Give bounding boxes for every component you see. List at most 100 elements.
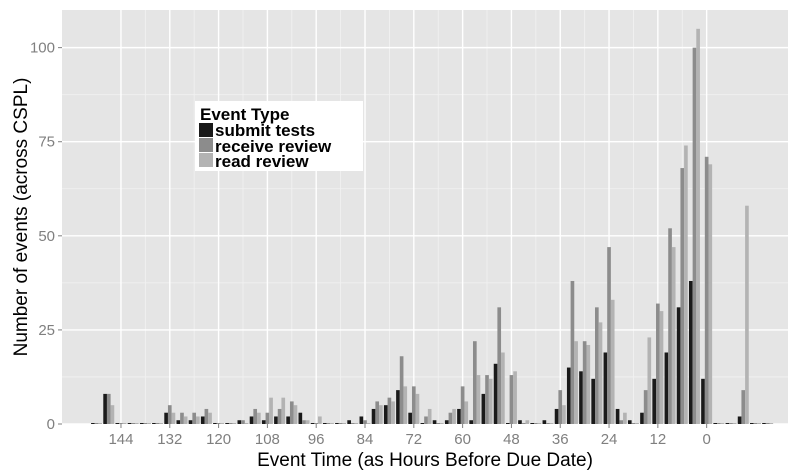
bar-read-review-129 (183, 416, 188, 424)
bar-receive-review--9 (741, 390, 746, 424)
bar-submit-tests-72 (408, 412, 412, 424)
bar-read-review-120 (220, 423, 225, 424)
bar-read-review-45 (525, 420, 530, 424)
bar-receive-review-150 (94, 423, 99, 424)
bar-submit-tests-144 (115, 423, 120, 424)
bar-submit-tests-81 (371, 408, 376, 424)
bar-submit-tests-114 (237, 420, 242, 424)
bar-receive-review-138 (143, 423, 148, 424)
bar-receive-review-114 (241, 420, 245, 424)
bar-submit-tests-15 (640, 412, 644, 424)
bar-receive-review-123 (204, 408, 209, 424)
bar-read-review-147 (110, 405, 115, 424)
bar-receive-review-3 (692, 47, 697, 425)
bar-submit-tests-45 (518, 420, 522, 424)
bar-read-review-102 (293, 405, 298, 424)
bar-receive-review-87 (350, 423, 355, 424)
bar-submit-tests-33 (566, 367, 571, 424)
bar-read-review-126 (196, 416, 200, 424)
bar-submit-tests--15 (762, 423, 766, 424)
bar-submit-tests--12 (749, 423, 754, 424)
legend-label-read-review: read review (215, 152, 309, 171)
bar-submit-tests-54 (481, 393, 486, 424)
bar-receive-review-33 (570, 280, 575, 424)
bar-read-review--9 (745, 205, 749, 424)
bar-receive-review-51 (497, 307, 502, 424)
legend-box (195, 101, 363, 171)
bar-read-review-39 (549, 423, 554, 424)
bar-read-review-96 (318, 416, 322, 424)
bar-submit-tests-123 (200, 416, 205, 424)
bar-read-review-78 (391, 401, 395, 424)
bar-read-review-9 (671, 247, 676, 424)
bar-submit-tests--3 (713, 423, 718, 424)
bar-receive-review-18 (631, 423, 636, 424)
bars (91, 28, 774, 425)
bar-submit-tests-126 (188, 420, 193, 424)
bar-receive-review-63 (448, 412, 453, 424)
bar-receive-review-132 (167, 405, 172, 424)
bar-read-review-108 (269, 397, 273, 424)
bar-read-review-18 (635, 423, 639, 424)
bar-read-review-117 (232, 423, 237, 424)
legend-label-submit-tests: submit tests (215, 121, 315, 140)
x-tick-label: 132 (157, 431, 182, 448)
y-tick-label: 75 (38, 134, 55, 151)
bar-submit-tests-99 (298, 412, 303, 424)
bar-submit-tests-129 (176, 420, 181, 424)
bar-read-review-51 (501, 352, 505, 424)
bar-submit-tests-3 (688, 280, 693, 424)
bar-receive-review-81 (375, 401, 380, 424)
y-tick-label: 100 (30, 40, 55, 57)
bar-read-review-75 (403, 386, 408, 424)
bar-submit-tests-51 (493, 363, 498, 424)
bar-submit-tests-93 (322, 423, 327, 424)
bar-submit-tests-6 (676, 307, 681, 424)
bar-read-review-48 (513, 371, 517, 424)
bar-receive-review-24 (607, 247, 611, 424)
y-tick-label: 0 (47, 416, 55, 433)
bar-read-review-36 (562, 405, 566, 424)
x-tick-label: 84 (357, 431, 374, 448)
bar-receive-review-27 (595, 307, 599, 424)
bar-read-review-15 (647, 337, 652, 424)
bar-receive-review-120 (216, 423, 221, 424)
x-axis-title: Event Time (as Hours Before Due Date) (257, 450, 593, 471)
bar-receive-review--6 (729, 423, 733, 424)
bar-submit-tests--6 (725, 423, 730, 424)
bar-receive-review-12 (656, 303, 660, 424)
bar-read-review--15 (769, 423, 774, 424)
bar-receive-review-72 (411, 386, 416, 424)
bar-receive-review-99 (302, 420, 306, 424)
bar-receive-review-126 (192, 412, 197, 424)
bar-read-review-84 (366, 423, 371, 424)
bar-submit-tests-135 (152, 423, 156, 424)
bar-submit-tests-21 (615, 408, 620, 424)
bar-submit-tests-9 (664, 352, 669, 424)
bar-submit-tests--9 (737, 416, 742, 424)
bar-submit-tests-24 (603, 352, 608, 424)
bar-receive-review-0 (704, 156, 709, 425)
bar-submit-tests-150 (91, 423, 95, 424)
bar-read-review-3 (696, 28, 700, 425)
bar-submit-tests-63 (444, 420, 449, 424)
bar-read-review-30 (586, 344, 591, 424)
x-tick-label: 144 (108, 431, 133, 448)
bar-submit-tests-96 (310, 423, 315, 424)
bar-receive-review-69 (424, 416, 428, 424)
bar-submit-tests-57 (469, 420, 473, 424)
bar-submit-tests-60 (457, 408, 461, 424)
bar-read-review-21 (623, 412, 627, 424)
legend-key-receive-review (199, 138, 213, 152)
bar-read-review--3 (720, 423, 725, 424)
bar-read-review-63 (452, 408, 456, 424)
bar-receive-review-36 (558, 390, 563, 424)
y-axis-title: Number of events (across CSPL) (11, 78, 32, 357)
bar-read-review-69 (427, 408, 432, 424)
bar-receive-review-39 (546, 423, 550, 424)
bar-submit-tests-39 (542, 420, 547, 424)
bar-receive-review-78 (387, 397, 392, 424)
bar-receive-review-45 (521, 423, 526, 424)
x-tick-label: 96 (308, 431, 325, 448)
